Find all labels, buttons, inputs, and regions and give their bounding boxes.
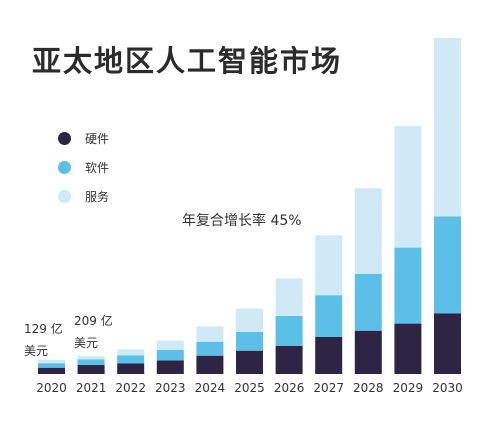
x-tick-label-2027: 2027	[313, 381, 344, 395]
bar-2025-services	[236, 308, 263, 332]
bar-2022-services	[117, 349, 145, 356]
bar-2028-software	[354, 273, 382, 331]
value-label-2020-unit: 美元	[24, 344, 49, 358]
bar-2030-software	[434, 216, 461, 314]
value-label-2021: 209 亿 美元	[74, 310, 113, 354]
chart-title: 亚太地区人工智能市场	[32, 44, 343, 78]
bar-2029-software	[394, 247, 422, 324]
bar-2021-hardware	[77, 364, 105, 374]
bar-2020-hardware	[38, 367, 65, 374]
bar-2026-services	[275, 278, 303, 316]
value-label-2021-amount: 209 亿	[74, 314, 113, 328]
value-label-2020-amount: 129 亿	[24, 322, 63, 336]
bar-2024-software	[196, 341, 224, 356]
x-tick-label-2021: 2021	[76, 381, 107, 395]
bar-2021-services	[77, 355, 105, 360]
bar-2027-hardware	[315, 337, 343, 374]
bar-2023-services	[156, 340, 184, 350]
bar-2023-hardware	[156, 360, 184, 374]
bar-2022-software	[117, 355, 145, 364]
legend-item-services: 服务	[58, 182, 109, 211]
bar-2022-hardware	[117, 363, 145, 374]
bar-2025-software	[236, 332, 263, 351]
legend-label-software: 软件	[85, 161, 110, 175]
x-tick-label-2023: 2023	[155, 381, 186, 395]
legend-swatch-hardware	[58, 132, 71, 145]
legend-item-software: 软件	[58, 153, 109, 182]
bar-2020-services	[38, 359, 65, 364]
x-tick-label-2026: 2026	[274, 381, 305, 395]
x-tick-label-2030: 2030	[432, 381, 463, 395]
bar-2030-hardware	[434, 313, 461, 374]
value-label-2021-unit: 美元	[74, 336, 99, 350]
cagr-annotation: 年复合增长率 45%	[182, 213, 302, 229]
legend-label-services: 服务	[85, 190, 110, 204]
bar-2023-software	[156, 349, 184, 361]
bar-2028-hardware	[354, 330, 382, 374]
bar-2026-hardware	[275, 345, 303, 374]
bar-2021-software	[77, 359, 105, 365]
legend-swatch-software	[58, 161, 71, 174]
bar-2020-software	[38, 363, 65, 368]
value-label-2020: 129 亿 美元	[24, 318, 63, 362]
x-tick-label-2028: 2028	[353, 381, 384, 395]
legend: 硬件 软件 服务	[58, 124, 109, 211]
legend-item-hardware: 硬件	[58, 124, 109, 153]
bar-2024-hardware	[196, 355, 224, 374]
x-tick-label-2022: 2022	[115, 381, 146, 395]
bar-2029-services	[394, 126, 422, 248]
bar-2024-services	[196, 326, 224, 342]
legend-swatch-services	[58, 190, 71, 203]
x-tick-label-2020: 2020	[36, 381, 67, 395]
legend-label-hardware: 硬件	[85, 132, 110, 146]
bar-2027-software	[315, 295, 343, 337]
x-tick-label-2024: 2024	[195, 381, 226, 395]
bar-2030-services	[434, 38, 461, 217]
bar-2028-services	[354, 188, 382, 274]
x-tick-label-2029: 2029	[393, 381, 424, 395]
bar-2025-hardware	[236, 350, 263, 374]
x-tick-label-2025: 2025	[234, 381, 265, 395]
bar-2027-services	[315, 235, 343, 296]
bar-2026-software	[275, 315, 303, 346]
bar-2029-hardware	[394, 323, 422, 374]
